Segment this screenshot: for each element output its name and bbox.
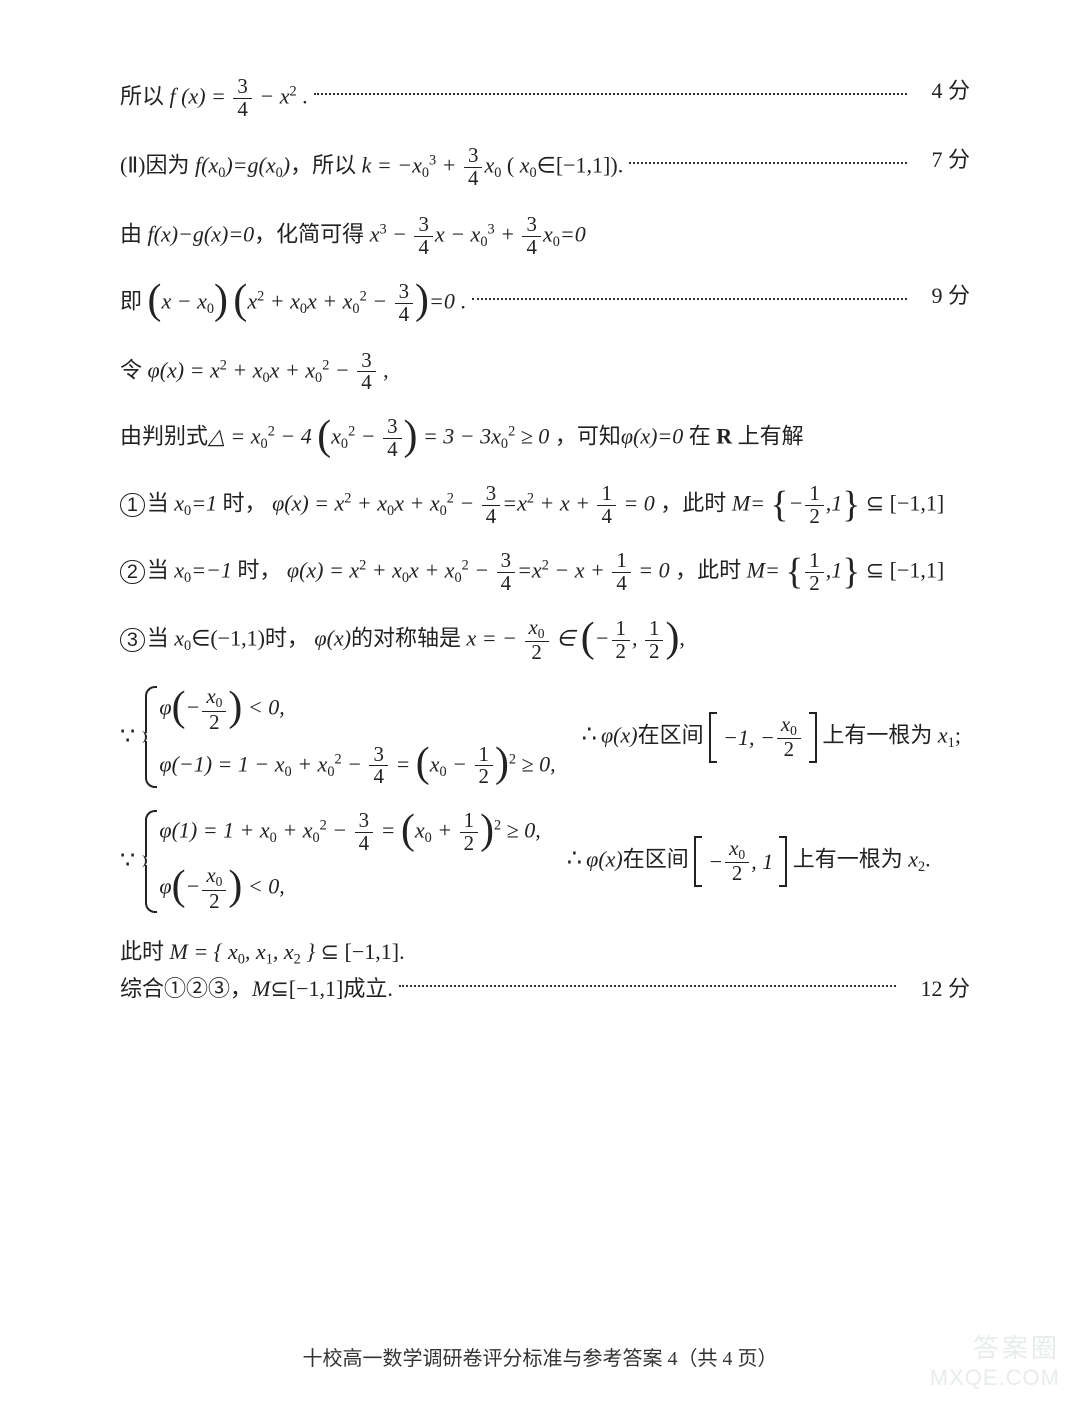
math-expr: 综合①②③，M⊆[−1,1]成立. xyxy=(120,974,393,1005)
step-line: 3当 x0∈(−1,1)时， φ(x)的对称轴是 x = − x02 ∈ (−1… xyxy=(120,617,970,664)
case-block: ∵ φ(−x02) < 0, φ(−1) = 1 − x0 + x02 − 34… xyxy=(120,686,970,788)
leader-dots xyxy=(629,162,907,164)
step-line: 所以 f (x) = 34 − x2 . 4 分 xyxy=(120,76,970,121)
step-line: (Ⅱ)因为 f(x0)=g(x0)，所以 k = −x03 + 34x0 ( x… xyxy=(120,145,970,190)
math-expr: 即 (x − x0) (x2 + x0x + x02 − 34)=0 . xyxy=(120,281,466,326)
step-line: 由判别式△ = x02 − 4 (x02 − 34) = 3 − 3x02 ≥ … xyxy=(120,416,970,461)
leader-dots xyxy=(314,93,908,95)
step-line: 由 f(x)−g(x)=0，化简可得 x3 − 34x − x03 + 34x0… xyxy=(120,214,970,259)
case-block: ∵ φ(1) = 1 + x0 + x02 − 34 = (x0 + 12)2 … xyxy=(120,810,970,912)
page-footer: 十校高一数学调研卷评分标准与参考答案 4（共 4 页） xyxy=(0,1342,1080,1371)
math-expr: 所以 f (x) = 34 − x2 . xyxy=(120,76,308,121)
page: 所以 f (x) = 34 − x2 . 4 分 (Ⅱ)因为 f(x0)=g(x… xyxy=(0,0,1080,1411)
score: 4 分 xyxy=(931,76,970,107)
step-line: 综合①②③，M⊆[−1,1]成立. 12 分 xyxy=(120,974,970,1005)
math-expr: (Ⅱ)因为 f(x0)=g(x0)，所以 k = −x03 + 34x0 ( x… xyxy=(120,145,623,190)
score: 7 分 xyxy=(931,145,970,176)
step-line: 即 (x − x0) (x2 + x0x + x02 − 34)=0 . 9 分 xyxy=(120,281,970,326)
score: 9 分 xyxy=(931,281,970,312)
leader-dots xyxy=(399,985,897,987)
step-line: 令 φ(x) = x2 + x0x + x02 − 34 , xyxy=(120,350,970,395)
step-line: 此时 M = { x0, x1, x2 } ⊆ [−1,1]. xyxy=(120,935,970,971)
step-line: 2当 x0=−1 时， φ(x) = x2 + x0x + x02 − 34=x… xyxy=(120,550,970,595)
score: 12 分 xyxy=(920,974,970,1005)
leader-dots xyxy=(472,298,908,300)
step-line: 1当 x0=1 时， φ(x) = x2 + x0x + x02 − 34=x2… xyxy=(120,483,970,528)
